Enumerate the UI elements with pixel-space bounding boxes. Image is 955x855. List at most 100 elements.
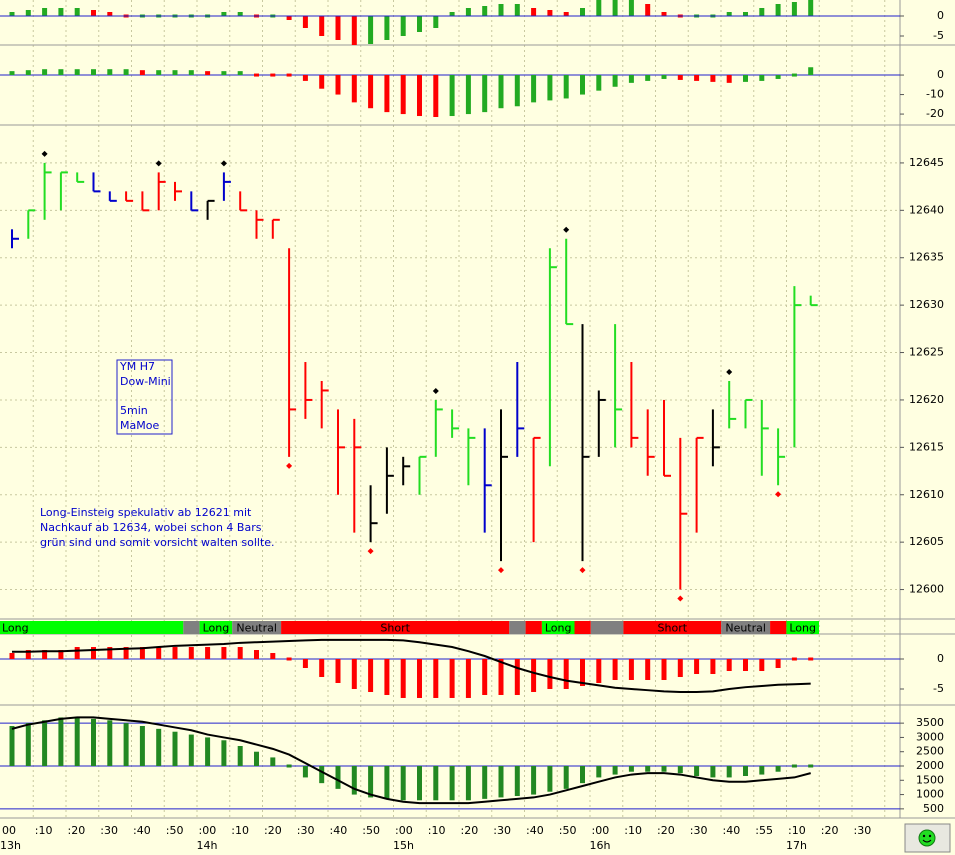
histogram-bar: [498, 659, 504, 695]
signal-label: Short: [380, 622, 410, 635]
histogram-bar: [42, 69, 48, 76]
signal-label: Long: [789, 622, 816, 635]
histogram-bar: [42, 650, 48, 660]
info-text: YM H7: [119, 360, 155, 373]
x-tick-label: :20: [68, 824, 86, 837]
histogram-bar: [9, 12, 15, 16]
histogram-bar: [74, 647, 80, 660]
histogram-bar: [123, 647, 129, 660]
histogram-bar: [775, 766, 781, 772]
signal-segment: [623, 621, 722, 634]
histogram-bar: [580, 659, 585, 686]
histogram-bar: [710, 659, 716, 674]
histogram-bar: [449, 75, 455, 117]
marker-low: [579, 567, 586, 574]
histogram-bar: [726, 659, 732, 671]
x-tick-label: :40: [330, 824, 348, 837]
x-tick-label: :10: [35, 824, 53, 837]
marker-high: [155, 160, 162, 167]
histogram-bar: [302, 766, 308, 778]
histogram-bar: [319, 659, 325, 677]
histogram-bar: [400, 16, 406, 36]
histogram-bar: [417, 75, 422, 117]
x-tick-label: :20: [461, 824, 479, 837]
x-tick-label: :00: [199, 824, 217, 837]
histogram-bar: [254, 751, 259, 766]
histogram-bar: [791, 73, 797, 77]
histogram-bar: [726, 75, 732, 83]
signal-segment: [541, 621, 575, 634]
histogram-bar: [677, 659, 683, 677]
histogram-bar: [726, 12, 732, 16]
smiley-button[interactable]: [904, 823, 951, 853]
signal-segment: [281, 621, 510, 634]
histogram-bar: [775, 75, 781, 79]
histogram-bar: [417, 16, 422, 32]
histogram-bar: [514, 766, 520, 796]
histogram-bar: [743, 766, 748, 776]
histogram-bar: [335, 75, 341, 95]
signal-segment: [525, 621, 542, 634]
histogram-bar: [645, 659, 651, 680]
smiley-eye: [928, 834, 932, 838]
histogram-bar: [563, 75, 569, 99]
histogram-bar: [465, 8, 471, 16]
histogram-bar: [319, 16, 325, 36]
histogram-bar: [449, 12, 455, 16]
histogram-bar: [465, 75, 471, 115]
histogram-bar: [596, 75, 602, 91]
indicator-line: [11, 716, 811, 805]
histogram-bar: [563, 766, 569, 789]
histogram-bar: [25, 10, 31, 16]
y-tick-label: 0: [937, 9, 944, 22]
y-tick-label: 2000: [916, 759, 944, 772]
histogram-bar: [351, 75, 357, 103]
y-tick-label: 1500: [916, 773, 944, 786]
signal-segment: [721, 621, 771, 634]
histogram-bar: [808, 67, 814, 76]
x-tick-label: :55: [755, 824, 773, 837]
histogram-bar: [580, 8, 585, 16]
histogram-bar: [58, 69, 64, 76]
histogram-bar: [205, 647, 211, 660]
histogram-bar: [123, 723, 129, 766]
histogram-bar: [107, 69, 113, 76]
signal-segment: [183, 621, 200, 634]
histogram-bar: [596, 659, 602, 683]
marker-high: [726, 368, 733, 375]
histogram-bar: [791, 764, 797, 768]
clip-group: [9, 0, 814, 45]
histogram-bar: [205, 737, 211, 766]
marker-high: [432, 387, 439, 394]
histogram-bar: [547, 659, 553, 689]
histogram-bar: [221, 647, 227, 660]
y-tick-label: 12630: [909, 298, 944, 311]
histogram-bar: [400, 75, 406, 115]
y-tick-label: 0: [937, 68, 944, 81]
histogram-bar: [335, 766, 341, 789]
histogram-bar: [547, 10, 553, 16]
histogram-bar: [107, 720, 113, 766]
histogram-bar: [580, 75, 585, 95]
y-tick-label: 12600: [909, 583, 944, 596]
smiley-face: [918, 829, 936, 847]
histogram-bar: [351, 16, 357, 45]
histogram-bar: [270, 73, 276, 77]
histogram-bar: [286, 16, 292, 20]
x-tick-label: :00: [395, 824, 413, 837]
signal-segment: [509, 621, 526, 634]
y-tick-label: 2500: [916, 745, 944, 758]
marker-low: [677, 595, 684, 602]
histogram-bar: [531, 75, 537, 103]
marker-low: [775, 491, 782, 498]
histogram-bar: [498, 4, 504, 16]
histogram-bar: [628, 75, 634, 83]
histogram-bar: [661, 12, 667, 16]
histogram-bar: [514, 75, 520, 107]
histogram-bar: [74, 717, 80, 766]
hour-label: 17h: [786, 839, 807, 852]
smiley-eye: [922, 834, 926, 838]
y-tick-label: -20: [926, 107, 944, 120]
histogram-bar: [710, 766, 716, 778]
